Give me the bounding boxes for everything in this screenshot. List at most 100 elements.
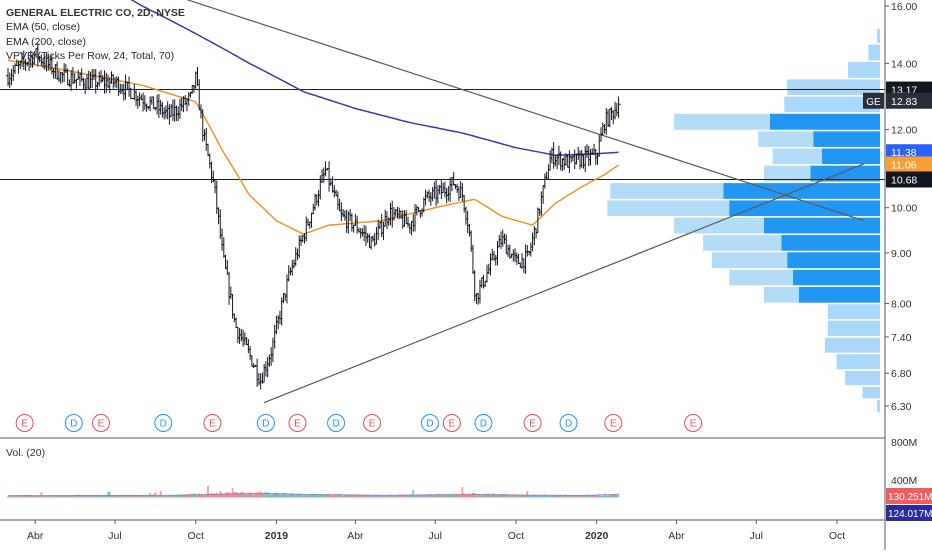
volume-bar (345, 495, 348, 498)
volume-bar (103, 495, 106, 498)
volume-bar (529, 495, 532, 498)
volume-bar (284, 493, 287, 498)
volume-bar (277, 493, 280, 498)
volume-bar (91, 495, 94, 498)
volume-bar (440, 495, 443, 498)
price-tick-label: 7.40 (891, 332, 912, 344)
volume-bar (342, 495, 345, 498)
volume-bar (256, 492, 259, 498)
volume-bar (287, 494, 290, 498)
volume-bar (333, 494, 336, 498)
volume-bar (421, 494, 423, 498)
price-tag (886, 144, 932, 161)
volume-bar (600, 496, 602, 498)
volume-bar (263, 493, 266, 498)
dividend-marker (420, 414, 439, 432)
volume-bar (542, 495, 545, 498)
volume-bar (372, 495, 374, 498)
volume-bar (221, 492, 223, 498)
volume-bar (240, 492, 243, 498)
earnings-marker (288, 414, 307, 432)
volume-bar (361, 495, 364, 498)
volume-bar (380, 496, 383, 498)
volume-bar (24, 495, 27, 498)
volume-bar (326, 494, 329, 498)
dividend-marker (559, 414, 578, 432)
volume-tag-value: 124.017M (888, 509, 932, 520)
price-tick-label: 12.00 (891, 124, 917, 136)
dividend-marker (327, 414, 346, 432)
volume-bar (64, 496, 67, 498)
volume-bar (431, 495, 434, 498)
volume-bar (100, 495, 102, 498)
earnings-marker (203, 414, 222, 432)
vpvr-bar-up (764, 217, 880, 234)
volume-bar (577, 495, 580, 498)
volume-bar (238, 493, 241, 498)
volume-bar (454, 494, 457, 498)
volume-bar (293, 494, 295, 498)
legend-ema200[interactable]: EMA (200, close) (6, 35, 86, 48)
legend-ema50[interactable]: EMA (50, close) (6, 21, 81, 34)
volume-bar (145, 495, 148, 498)
volume-bar (368, 495, 371, 498)
volume-bar (570, 495, 573, 498)
volume-bar (275, 492, 278, 498)
volume-bar (335, 495, 337, 498)
volume-bar (150, 494, 153, 498)
volume-bar (543, 495, 546, 498)
volume-bar (442, 494, 445, 498)
vpvr-bar-up (787, 252, 880, 269)
volume-bar (84, 495, 87, 498)
volume-bar (115, 495, 118, 498)
volume-bar (189, 494, 192, 498)
volume-bar (614, 493, 616, 498)
volume-bar (428, 494, 430, 498)
volume-bar (486, 493, 488, 498)
volume-bar (296, 494, 299, 498)
volume-bar (8, 495, 11, 498)
dividend-marker (154, 414, 173, 432)
legend-vpvr[interactable]: VPVR (Ticks Per Row, 24, Total, 70) (6, 49, 175, 62)
volume-bar (494, 495, 497, 498)
dividend-marker (64, 414, 83, 432)
volume-bar (554, 495, 557, 498)
volume-bar (429, 494, 432, 498)
volume-bar (594, 495, 597, 498)
volume-bar (350, 494, 353, 498)
volume-bar (159, 491, 162, 498)
volume-bar (26, 495, 29, 498)
volume-bar (186, 494, 188, 498)
volume-bar (573, 495, 576, 498)
volume-bar (305, 494, 308, 498)
volume-bar (445, 495, 448, 498)
volume-bar (314, 494, 316, 498)
volume-bar (180, 494, 183, 498)
volume-bar (257, 492, 260, 498)
volume-bar (110, 496, 113, 498)
volume-bar (35, 495, 37, 498)
time-tick-label: Oct (508, 530, 524, 542)
volume-bar (512, 494, 515, 498)
volume-bar (147, 495, 150, 498)
volume-bar (340, 494, 343, 498)
event-marker-label: E (369, 419, 376, 430)
volume-bar (96, 494, 99, 498)
volume-bar (80, 494, 83, 498)
volume-bar (377, 495, 380, 498)
volume-bar (328, 494, 330, 498)
volume-bar (268, 492, 271, 498)
volume-bar (414, 495, 416, 498)
volume-bar (15, 496, 18, 498)
volume-bar (166, 495, 169, 498)
volume-bar (303, 494, 306, 498)
volume-bar (501, 493, 504, 498)
volume-bar (591, 495, 594, 498)
volume-bar (131, 494, 134, 498)
volume-bar (615, 495, 618, 498)
time-tick-label: 2020 (585, 530, 609, 542)
volume-bar (549, 495, 552, 498)
volume-legend[interactable]: Vol. (20) (6, 447, 46, 459)
